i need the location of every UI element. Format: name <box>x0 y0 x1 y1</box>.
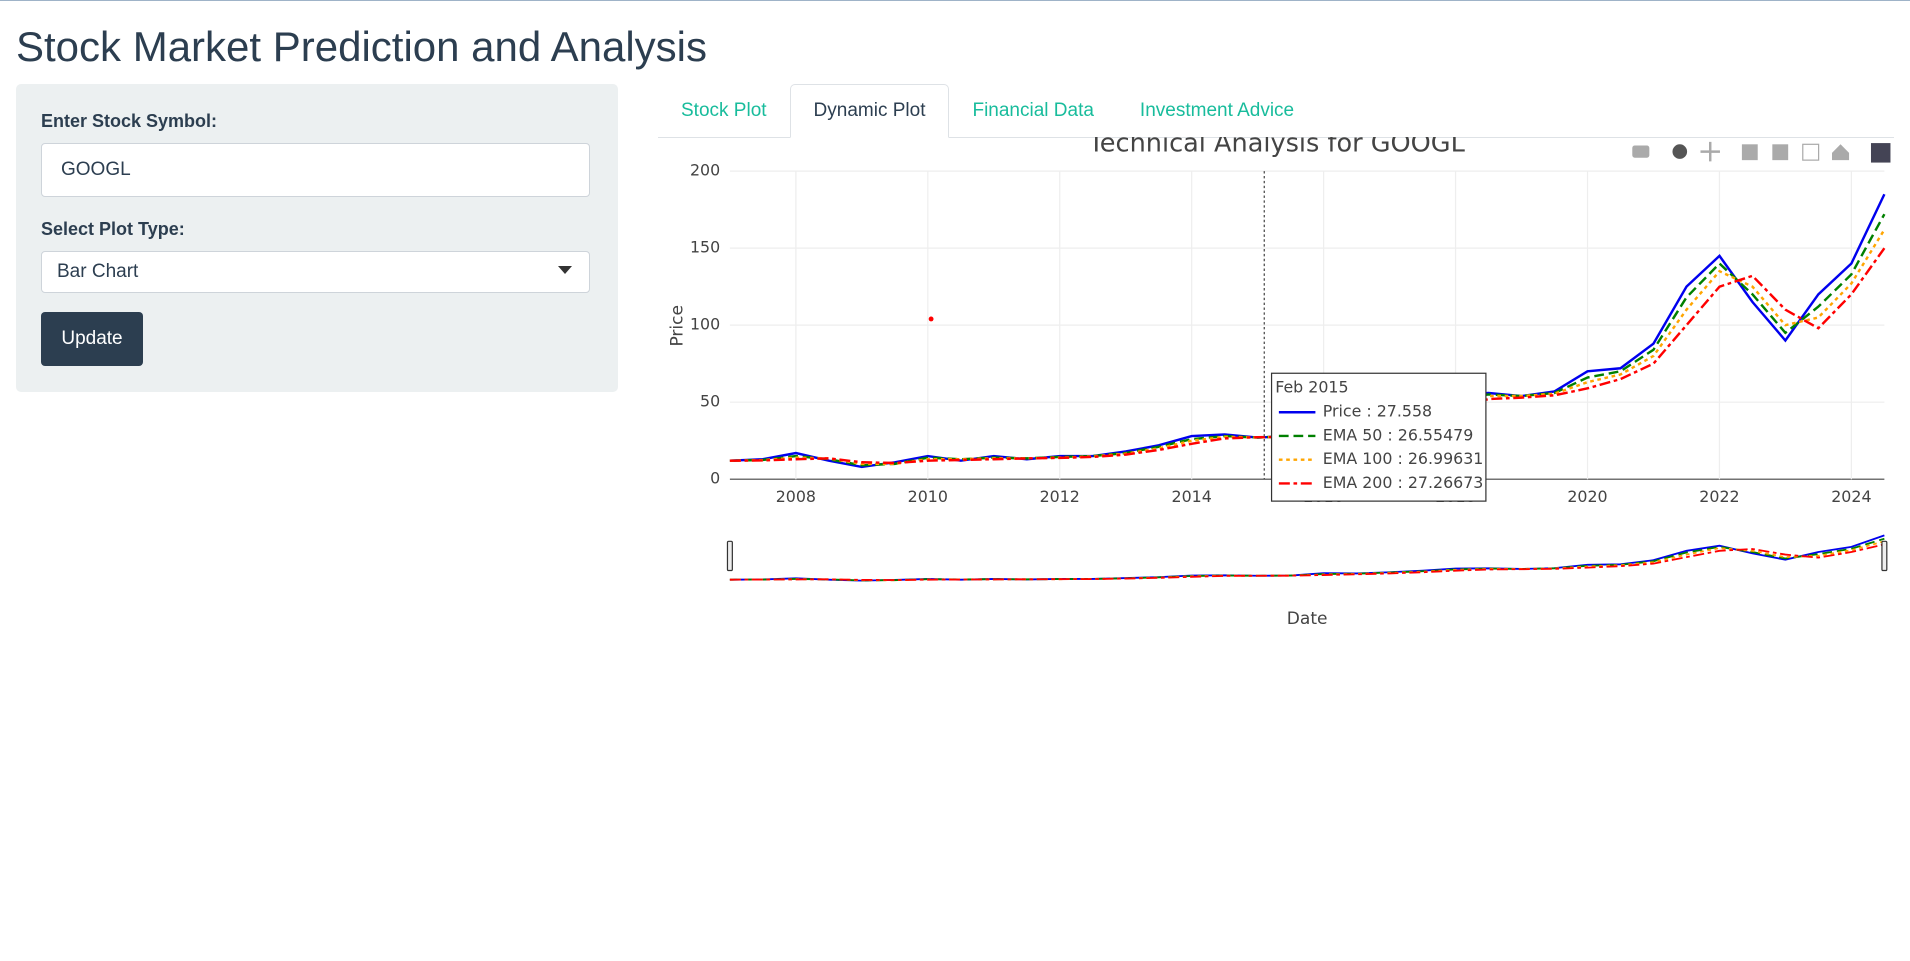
tooltip-item: EMA 200 : 27.26673 <box>1323 473 1484 492</box>
series-line <box>729 213 1886 467</box>
x-tick-label: 2024 <box>1831 487 1871 506</box>
range-handle <box>1881 540 1888 572</box>
tab[interactable]: Financial Data <box>972 99 1094 121</box>
update-button[interactable]: Update <box>41 312 143 366</box>
tooltip-item: EMA 100 : 26.99631 <box>1323 449 1484 468</box>
tooltip-title: Feb 2015 <box>1275 377 1348 396</box>
range-handle <box>726 540 733 572</box>
range-slider[interactable] <box>726 534 1888 582</box>
tab[interactable]: Investment Advice <box>1139 99 1295 121</box>
tooltip-item: Price : 27.558 <box>1323 402 1432 421</box>
x-tick-label: 2014 <box>1172 487 1212 506</box>
y-tick-label: 200 <box>690 161 720 180</box>
symbol-input[interactable]: GOOGL <box>41 143 590 197</box>
x-tick-label: 2012 <box>1040 487 1080 506</box>
x-tick-label: 2010 <box>908 487 948 506</box>
x-axis-title: Date <box>1287 609 1328 629</box>
range-slider-line <box>729 534 1885 582</box>
x-tick-label: 2022 <box>1699 487 1739 506</box>
y-tick-label: 0 <box>710 469 720 488</box>
symbol-label: Enter Stock Symbol: <box>41 111 218 131</box>
tab-bar: Stock Plot Dynamic Plot Financial Data Inve… <box>658 84 1894 138</box>
plot-type-label: Select Plot Type: <box>41 219 185 239</box>
select-caret <box>558 266 572 274</box>
modebar[interactable] <box>1632 141 1891 163</box>
plot-type-select[interactable]: Bar Chart <box>41 251 590 293</box>
y-axis-title: Price <box>668 305 688 347</box>
tooltip-box <box>1270 372 1487 502</box>
y-tick-label: 150 <box>690 238 720 257</box>
tooltip: Feb 2015 Price : 27.558 EMA 50 : 26.55479 E… <box>1270 372 1487 502</box>
x-tick-label: 2008 <box>776 487 816 506</box>
page-title: Stock Market Prediction and Analysis <box>16 23 707 70</box>
chart-title: Technical Analysis for GOOGL <box>1088 137 1466 158</box>
y-tick-label: 50 <box>700 392 720 411</box>
tab[interactable]: Dynamic Plot <box>789 84 950 138</box>
chart: Technical Analysis for GOOGL Price Date … <box>668 137 1891 629</box>
tooltip-item: EMA 50 : 26.55479 <box>1323 425 1474 444</box>
range-slider-line <box>729 537 1885 582</box>
extra-point <box>928 316 934 322</box>
tab[interactable]: Stock Plot <box>681 99 767 121</box>
range-slider-line <box>729 543 1885 581</box>
y-tick-label: 100 <box>690 315 720 334</box>
x-tick-label: 2020 <box>1567 487 1607 506</box>
